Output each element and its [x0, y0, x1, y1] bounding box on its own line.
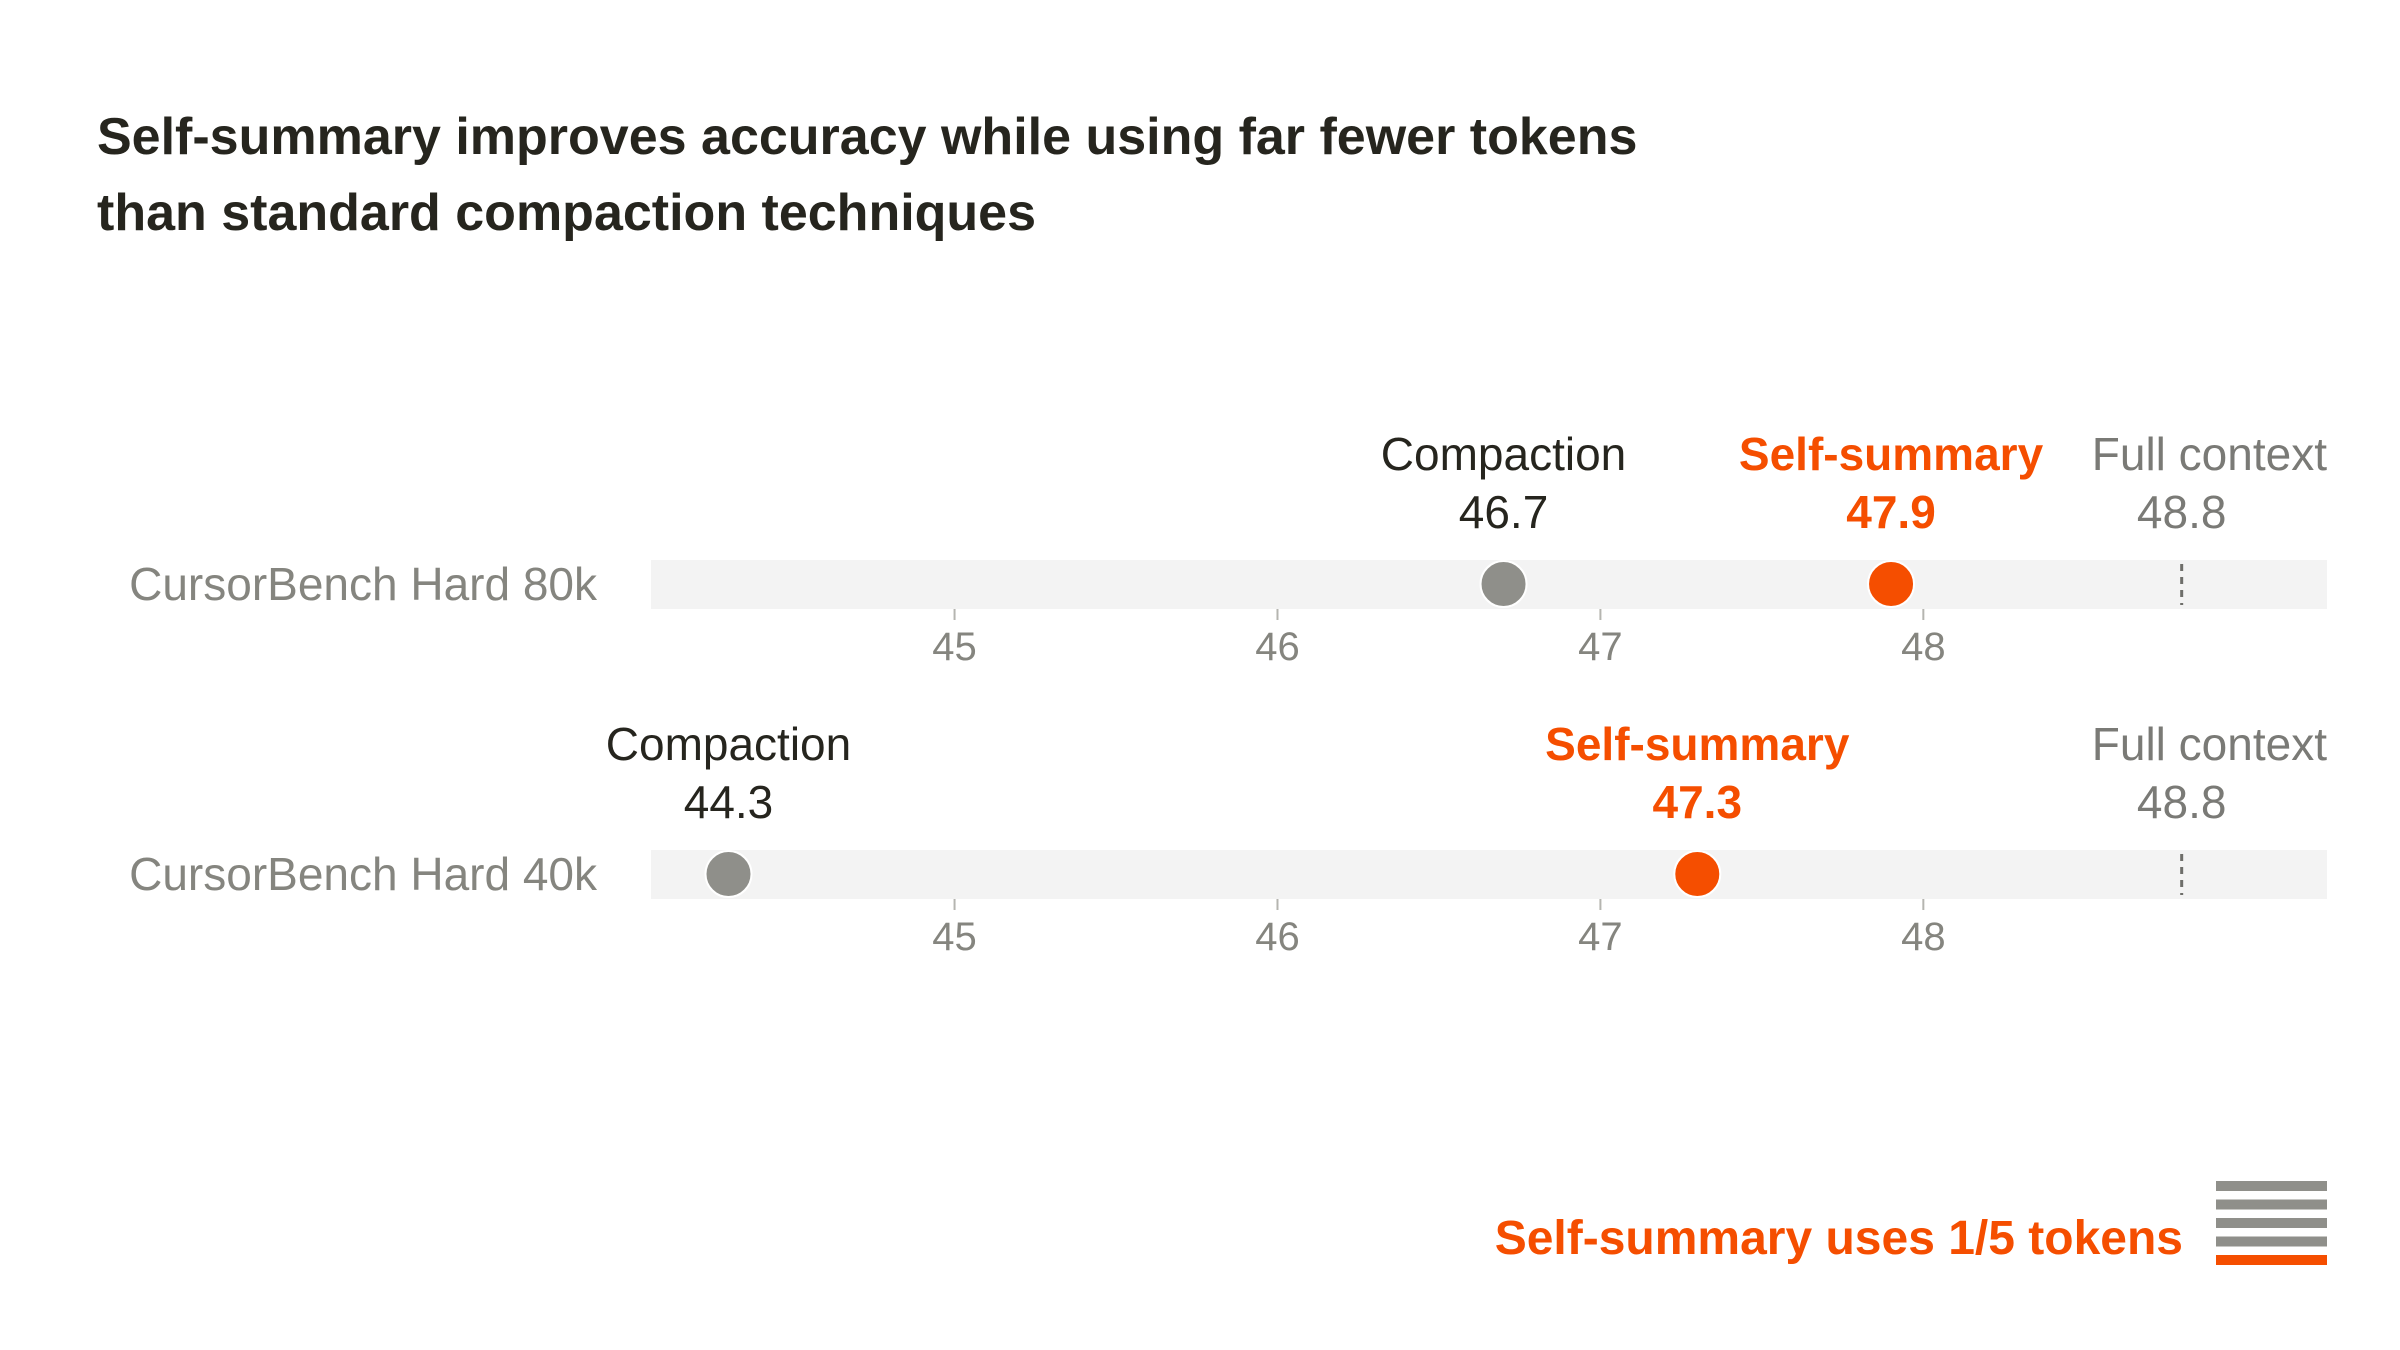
value-label: 44.3: [684, 776, 774, 828]
compaction-dot: [1479, 560, 1528, 608]
tick-label: 46: [1255, 625, 1300, 669]
legend-bar-token: [2216, 1236, 2327, 1247]
value-label: 48.8: [2137, 776, 2227, 828]
row-label: CursorBench Hard 40k: [129, 848, 598, 900]
row-label: CursorBench Hard 80k: [129, 558, 598, 610]
series-label: Full context: [2092, 718, 2327, 770]
plot-area: CursorBench Hard 80k 45 46 47 48 Compaction 46…: [129, 428, 2327, 959]
row-0: CursorBench Hard 80k 45 46 47 48 Compaction 46…: [129, 428, 2327, 669]
legend: Self-summary uses 1/5 tokens: [1495, 1181, 2327, 1265]
tick-label: 45: [932, 625, 977, 669]
tick-label: 47: [1578, 915, 1623, 959]
value-label: 48.8: [2137, 486, 2227, 538]
series-label: Self-summary: [1545, 718, 1850, 770]
legend-text: Self-summary uses 1/5 tokens: [1495, 1212, 2183, 1265]
value-label: 47.9: [1846, 486, 1936, 538]
tick-label: 48: [1901, 625, 1946, 669]
legend-bar-self-summary: [2216, 1255, 2327, 1265]
self-summary-dot: [1673, 850, 1722, 898]
tick-label: 45: [932, 915, 977, 959]
legend-bar-token: [2216, 1218, 2327, 1228]
chart-title-line-1: Self-summary improves accuracy while usi…: [97, 108, 1637, 166]
chart-title-line-2: than standard compaction techniques: [97, 184, 1036, 242]
row-1: CursorBench Hard 40k 45 46 47 48 Compaction 44…: [129, 718, 2327, 959]
value-label: 47.3: [1653, 776, 1743, 828]
compaction-dot: [704, 850, 753, 898]
legend-bar-token: [2216, 1181, 2327, 1191]
row-track: [651, 850, 2327, 899]
value-label: 46.7: [1459, 486, 1549, 538]
tick-label: 46: [1255, 915, 1300, 959]
series-label: Compaction: [606, 718, 851, 770]
tick-label: 48: [1901, 915, 1946, 959]
series-label: Full context: [2092, 428, 2327, 480]
series-label: Compaction: [1381, 428, 1626, 480]
self-summary-dot: [1867, 560, 1916, 608]
legend-bar-token: [2216, 1199, 2327, 1210]
series-label: Self-summary: [1739, 428, 2044, 480]
tick-label: 47: [1578, 625, 1623, 669]
